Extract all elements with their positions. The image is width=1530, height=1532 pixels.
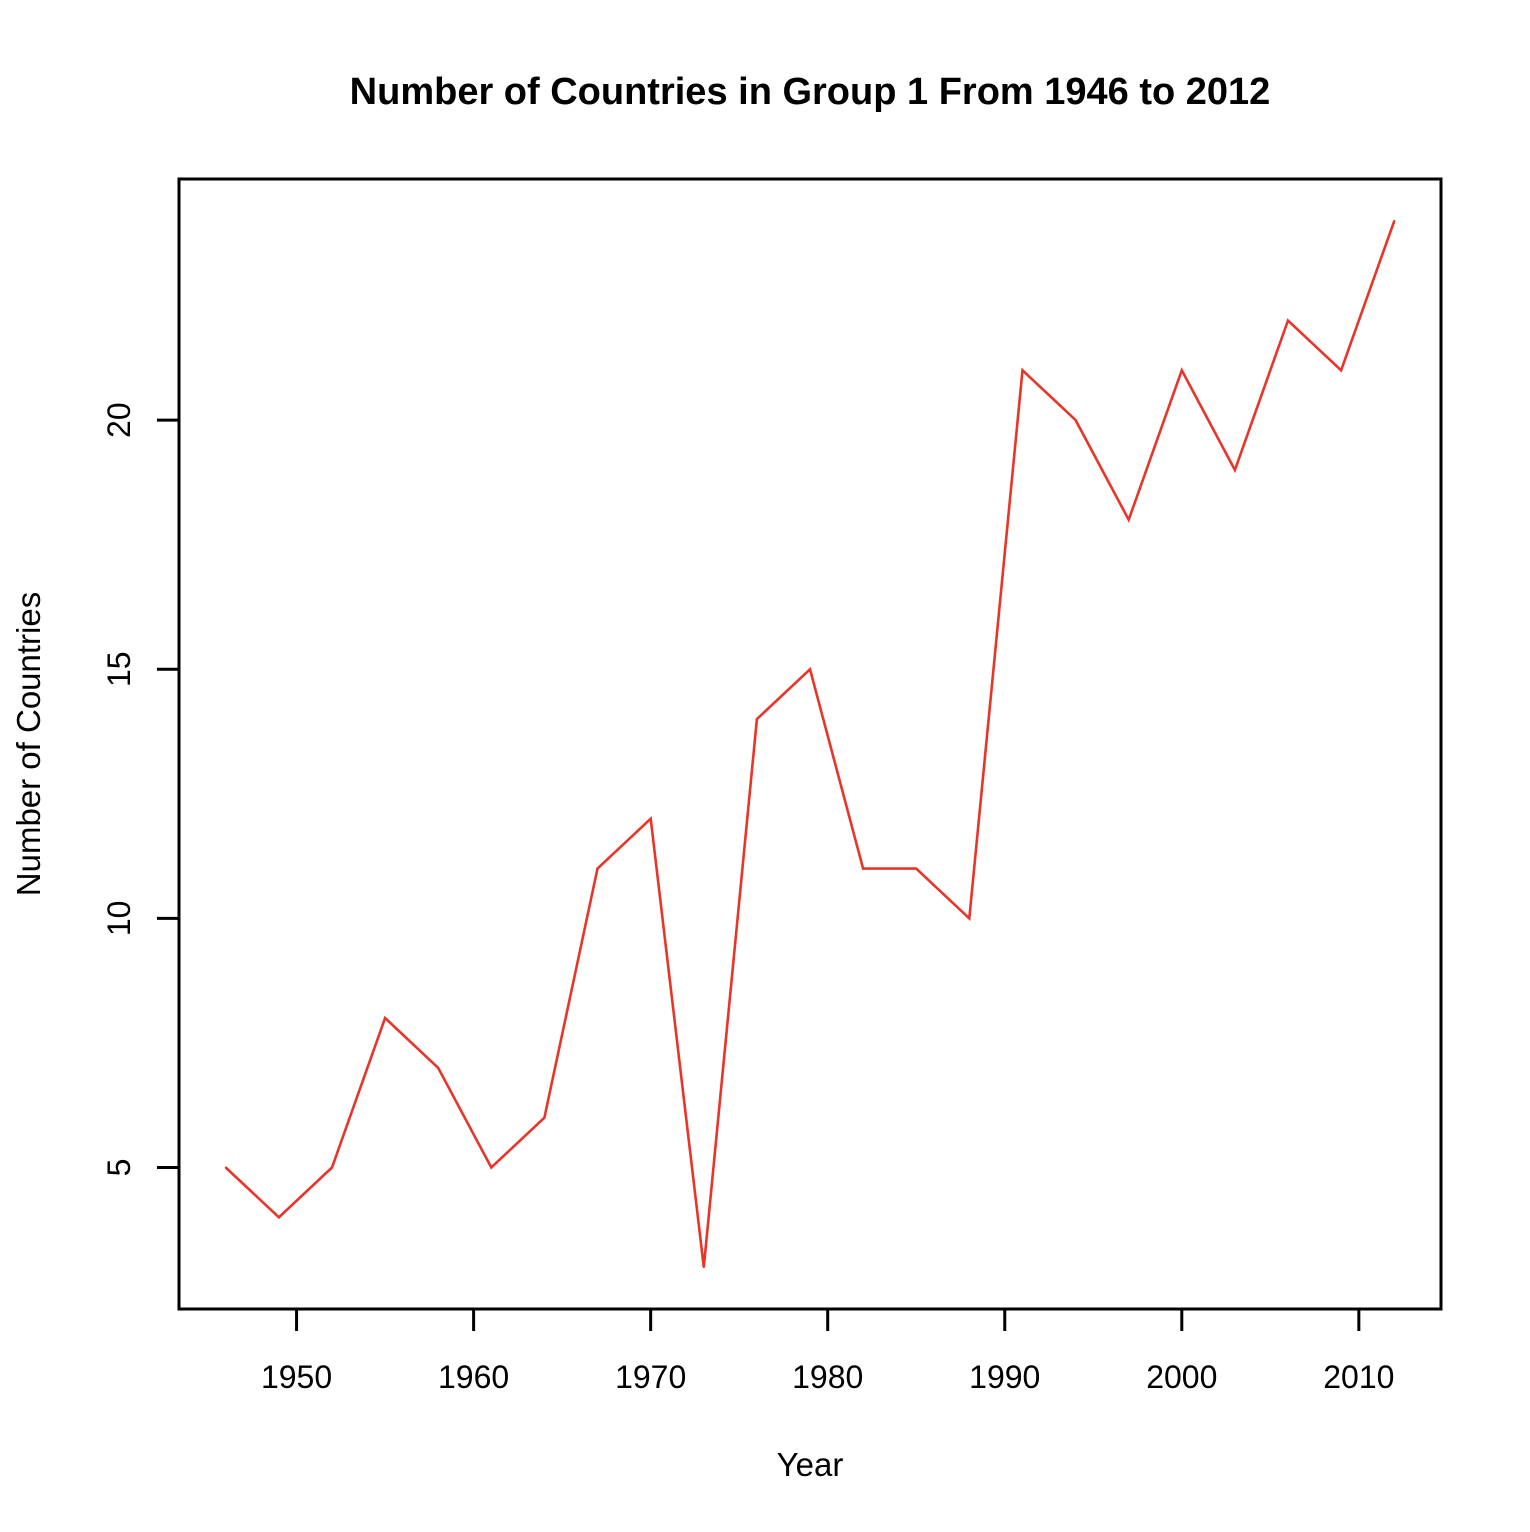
series-line [224, 220, 1396, 1268]
data-point [277, 1216, 280, 1219]
x-axis: 1950 1960 1970 1980 1990 2000 2010 [261, 1307, 1394, 1395]
data-point [1340, 369, 1343, 372]
data-point [330, 1166, 333, 1169]
data-point [755, 718, 758, 721]
data-point [1180, 369, 1183, 372]
data-point [1287, 319, 1290, 322]
data-point [968, 917, 971, 920]
x-tick-label: 2000 [1146, 1359, 1217, 1395]
data-point [1127, 518, 1130, 521]
data-point [915, 867, 918, 870]
data-point [1393, 219, 1396, 222]
data-point [862, 867, 865, 870]
data-point [437, 1066, 440, 1069]
x-tick-label: 1960 [438, 1359, 509, 1395]
data-point [543, 1116, 546, 1119]
y-tick-label: 20 [101, 402, 137, 438]
y-tick-label: 5 [101, 1159, 137, 1177]
chart-title: Number of Countries in Group 1 From 1946… [350, 71, 1271, 113]
data-point [1074, 419, 1077, 422]
y-axis: 5 10 15 20 [101, 402, 181, 1177]
data-point [702, 1266, 705, 1269]
y-tick-label: 15 [101, 651, 137, 687]
plot-frame [177, 177, 1443, 1311]
x-axis-label: Year [777, 1446, 844, 1483]
data-point [384, 1017, 387, 1020]
data-point [1233, 468, 1236, 471]
x-tick-label: 1990 [969, 1359, 1040, 1395]
data-point [490, 1166, 493, 1169]
data-point [1021, 369, 1024, 372]
data-point [224, 1166, 227, 1169]
x-tick-label: 1980 [792, 1359, 863, 1395]
y-axis-label: Number of Countries [10, 592, 47, 896]
data-point [649, 817, 652, 820]
x-tick-label: 1970 [615, 1359, 686, 1395]
data-point [809, 668, 811, 671]
x-tick-label: 2010 [1323, 1359, 1394, 1395]
x-tick-label: 1950 [261, 1359, 332, 1395]
data-point [596, 867, 599, 870]
y-tick-label: 10 [101, 901, 137, 937]
series-layer [224, 219, 1396, 1269]
